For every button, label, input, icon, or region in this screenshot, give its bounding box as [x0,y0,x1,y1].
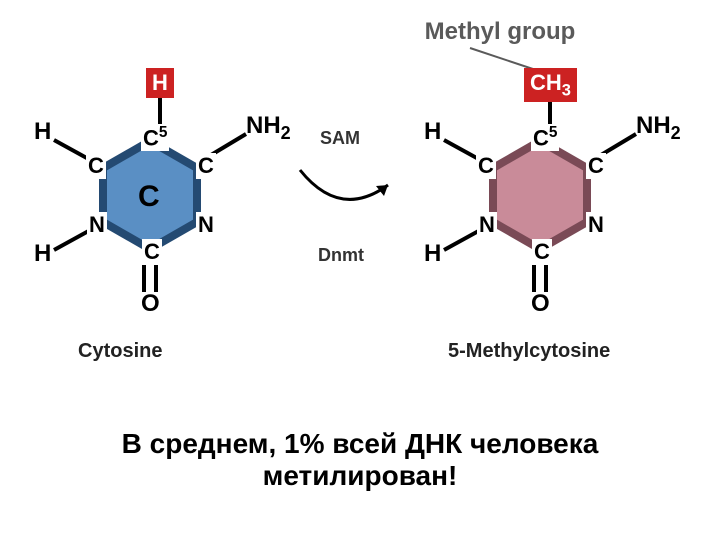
bottom-line2: метилирован! [263,460,458,491]
mcyt-atom-c-tl: C [476,153,496,179]
mcyt-atom-n-br: N [586,212,606,238]
bottom-caption: В среднем, 1% всей ДНК человека метилиро… [0,428,720,492]
mcyt-substituent-box: CH3 [524,68,577,102]
bottom-line1: В среднем, 1% всей ДНК человека [122,428,599,459]
mcyt-o: O [531,290,550,318]
mcyt-nh2: NH2 [636,112,681,144]
mcyt-atom-n-bl: N [477,212,497,238]
mcyt-h-topleft: H [424,118,441,146]
methylcytosine-name: 5-Methylcytosine [448,340,610,363]
mcyt-atom-c-tr: C [586,153,606,179]
mcyt-atom-c-b: C [532,239,552,265]
mcyt-atom-c5: C5 [531,124,559,151]
mcyt-h-left: H [424,240,441,268]
